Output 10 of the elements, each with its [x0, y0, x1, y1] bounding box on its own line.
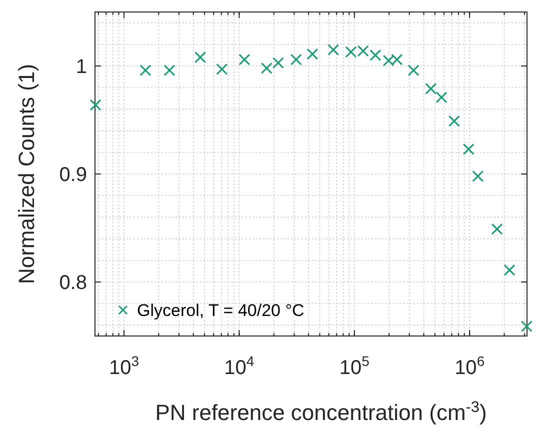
x-tick-label: 10$^{4}$: [224, 353, 254, 379]
x-tick-label: 10$^{6}$: [454, 353, 485, 379]
legend-label: Glycerol, T = 40/20 °C: [137, 300, 304, 320]
x-tick-label: 10$^{5}$: [339, 353, 370, 379]
y-tick-label: 0.8: [59, 272, 87, 294]
y-axis-title: Normalized Counts (1): [14, 64, 39, 284]
y-tick-label: 1: [76, 56, 87, 78]
x-axis-title: PN reference concentration (cm$^{-3}$): [155, 398, 487, 425]
y-tick-label: 0.9: [59, 164, 87, 186]
x-tick-label: 10$^{3}$: [108, 353, 140, 379]
